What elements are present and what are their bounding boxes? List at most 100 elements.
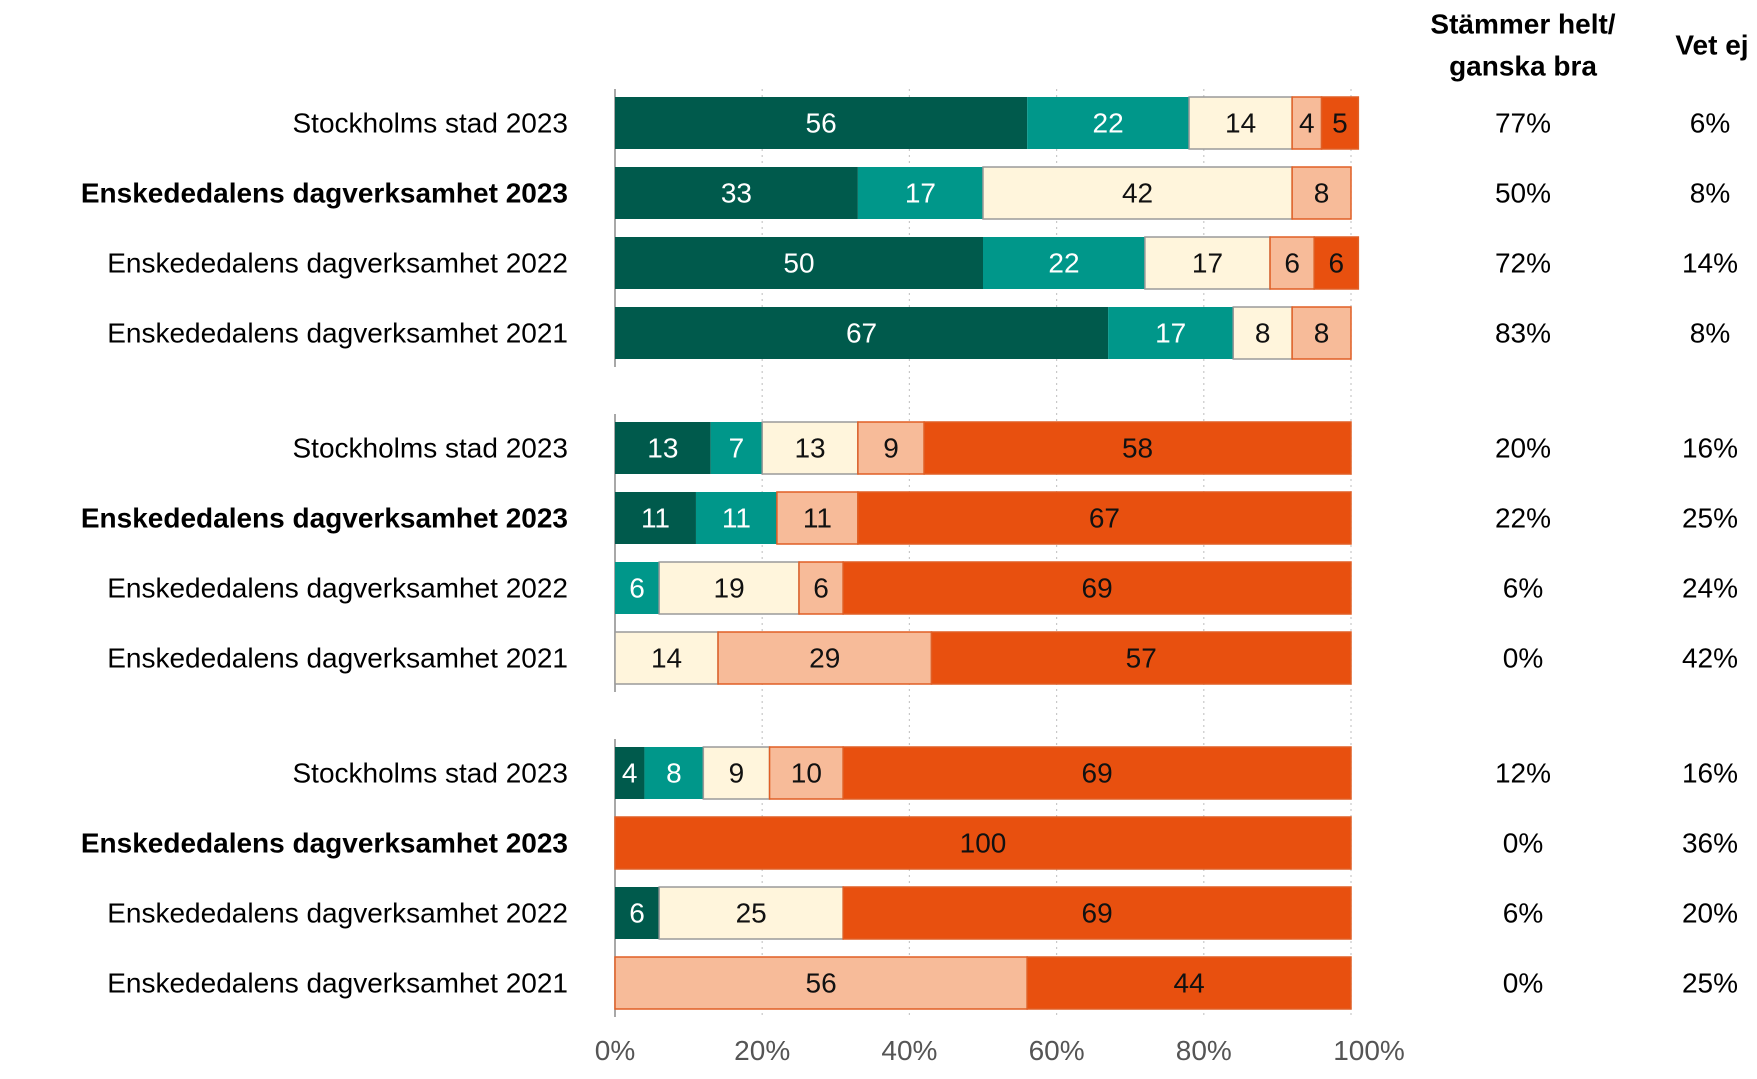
vet-ej-value: 24% bbox=[1682, 573, 1738, 604]
helt-ganska-value: 12% bbox=[1495, 758, 1551, 789]
bar-segment bbox=[1144, 236, 1271, 290]
column-header-vet-ej: Vet ej bbox=[1675, 30, 1748, 61]
bar-data-label: 22 bbox=[1093, 108, 1124, 139]
bar-segment bbox=[615, 97, 1028, 149]
bar-data-label: 7 bbox=[729, 433, 745, 464]
bar-data-label: 19 bbox=[714, 573, 745, 604]
vet-ej-value: 25% bbox=[1682, 503, 1738, 534]
bar-segment bbox=[983, 237, 1145, 289]
bar-data-label: 4 bbox=[622, 758, 638, 789]
bar-data-label: 100 bbox=[960, 828, 1007, 859]
bar-data-label: 29 bbox=[809, 643, 840, 674]
x-tick-label: 20% bbox=[734, 1035, 790, 1066]
x-tick-label: 40% bbox=[881, 1035, 937, 1066]
row-label: Enskededalens dagverksamhet 2021 bbox=[107, 968, 568, 999]
bar-data-label: 8 bbox=[1314, 178, 1330, 209]
helt-ganska-value: 0% bbox=[1503, 968, 1543, 999]
bar-segment bbox=[658, 561, 800, 615]
bar-data-label: 17 bbox=[1192, 248, 1223, 279]
bar-segment bbox=[1320, 96, 1360, 150]
bar-segment bbox=[1188, 96, 1293, 150]
bar-segment bbox=[702, 746, 771, 800]
bar-data-label: 22 bbox=[1048, 248, 1079, 279]
helt-ganska-value: 77% bbox=[1495, 108, 1551, 139]
bar-data-label: 25 bbox=[736, 898, 767, 929]
bar-segment bbox=[644, 747, 704, 799]
vet-ej-value: 6% bbox=[1690, 108, 1730, 139]
bar-data-label: 6 bbox=[1328, 248, 1344, 279]
bar-data-label: 6 bbox=[1284, 248, 1300, 279]
bar-segment bbox=[614, 956, 1028, 1010]
bar-segment bbox=[761, 421, 859, 475]
bar-data-label: 17 bbox=[905, 178, 936, 209]
row-label: Enskededalens dagverksamhet 2022 bbox=[107, 573, 568, 604]
bar-segment bbox=[1291, 96, 1323, 150]
bar-segment bbox=[1108, 307, 1234, 359]
bar-data-label: 13 bbox=[794, 433, 825, 464]
bar-data-label: 58 bbox=[1122, 433, 1153, 464]
bar-data-label: 8 bbox=[1255, 318, 1271, 349]
vet-ej-value: 25% bbox=[1682, 968, 1738, 999]
helt-ganska-value: 0% bbox=[1503, 828, 1543, 859]
bar-segment bbox=[982, 166, 1293, 220]
bar-data-label: 14 bbox=[1225, 108, 1256, 139]
bar-data-label: 13 bbox=[647, 433, 678, 464]
helt-ganska-value: 20% bbox=[1495, 433, 1551, 464]
column-header-helt-ganska: ganska bra bbox=[1449, 51, 1597, 82]
row-label: Enskededalens dagverksamhet 2023 bbox=[81, 503, 568, 534]
column-header-helt-ganska: Stämmer helt/ bbox=[1430, 9, 1615, 40]
helt-ganska-value: 6% bbox=[1503, 898, 1543, 929]
row-label: Enskededalens dagverksamhet 2021 bbox=[107, 318, 568, 349]
bar-segment bbox=[1291, 166, 1352, 220]
row-label: Enskededalens dagverksamhet 2023 bbox=[81, 828, 568, 859]
bar-data-label: 9 bbox=[883, 433, 899, 464]
bar-segment bbox=[1026, 956, 1352, 1010]
bar-data-label: 11 bbox=[641, 503, 670, 534]
vet-ej-value: 16% bbox=[1682, 433, 1738, 464]
bar-segment bbox=[798, 561, 844, 615]
bar-data-label: 69 bbox=[1082, 898, 1113, 929]
row-label: Stockholms stad 2023 bbox=[293, 758, 569, 789]
x-tick-label: 60% bbox=[1029, 1035, 1085, 1066]
bar-segment bbox=[615, 422, 711, 474]
x-tick-label: 80% bbox=[1176, 1035, 1232, 1066]
bar-segment bbox=[614, 631, 719, 685]
bar-data-label: 57 bbox=[1126, 643, 1157, 674]
bar-data-label: 8 bbox=[1314, 318, 1330, 349]
bar-segment bbox=[615, 167, 858, 219]
helt-ganska-value: 6% bbox=[1503, 573, 1543, 604]
bar-segment bbox=[615, 562, 660, 614]
bar-segment bbox=[710, 422, 763, 474]
bar-segment bbox=[615, 237, 983, 289]
bar-segment bbox=[842, 561, 1352, 615]
row-label: Stockholms stad 2023 bbox=[293, 433, 569, 464]
row-label: Enskededalens dagverksamhet 2021 bbox=[107, 643, 568, 674]
bar-segment bbox=[842, 746, 1352, 800]
bar-data-label: 5 bbox=[1332, 108, 1348, 139]
helt-ganska-value: 83% bbox=[1495, 318, 1551, 349]
bar-data-label: 67 bbox=[846, 318, 877, 349]
bar-segment bbox=[615, 492, 696, 544]
vet-ej-value: 20% bbox=[1682, 898, 1738, 929]
bar-data-label: 9 bbox=[729, 758, 745, 789]
bar-segment bbox=[857, 491, 1352, 545]
row-label: Stockholms stad 2023 bbox=[293, 108, 569, 139]
bar-segment bbox=[615, 747, 645, 799]
bar-segment bbox=[614, 816, 1352, 870]
bar-segment bbox=[1232, 306, 1293, 360]
bar-data-label: 44 bbox=[1174, 968, 1205, 999]
bar-segment bbox=[695, 492, 777, 544]
vet-ej-value: 16% bbox=[1682, 758, 1738, 789]
vet-ej-value: 36% bbox=[1682, 828, 1738, 859]
row-label: Enskededalens dagverksamhet 2022 bbox=[107, 248, 568, 279]
helt-ganska-value: 72% bbox=[1495, 248, 1551, 279]
bar-segment bbox=[615, 887, 660, 939]
bar-segment bbox=[615, 307, 1109, 359]
x-tick-label: 100% bbox=[1333, 1035, 1405, 1066]
x-tick-label: 0% bbox=[595, 1035, 635, 1066]
helt-ganska-value: 50% bbox=[1495, 178, 1551, 209]
vet-ej-value: 14% bbox=[1682, 248, 1738, 279]
bar-data-label: 6 bbox=[813, 573, 829, 604]
row-label: Enskededalens dagverksamhet 2022 bbox=[107, 898, 568, 929]
